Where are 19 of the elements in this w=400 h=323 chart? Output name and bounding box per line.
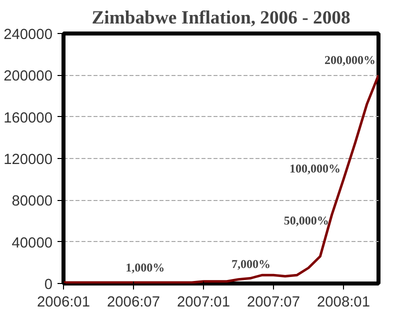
x-tick-label: 2006:01 [37, 294, 90, 310]
annotation: 200,000% [324, 53, 376, 68]
chart-title: Zimbabwe Inflation, 2006 - 2008 [92, 8, 350, 28]
y-tick-label: 120000 [4, 152, 53, 168]
line-series [64, 74, 378, 284]
annotation: 50,000% [284, 213, 329, 228]
x-tick-label: 2008:01 [317, 294, 370, 310]
y-tick-label: 200000 [4, 68, 53, 85]
y-tick-label: 40000 [12, 235, 53, 252]
annotation: 1,000% [126, 260, 165, 274]
x-tick-label: 2007:07 [247, 294, 300, 310]
y-tick-label: 80000 [12, 194, 53, 210]
y-tick-label: 160000 [4, 110, 53, 126]
annotation: 7,000% [232, 257, 270, 272]
y-tick-label: 240000 [4, 27, 53, 43]
annotation: 100,000% [290, 161, 340, 176]
x-tick-label: 2006:07 [107, 294, 160, 310]
y-tick-label: 0 [44, 277, 53, 293]
x-tick-label: 2007:01 [177, 294, 230, 310]
